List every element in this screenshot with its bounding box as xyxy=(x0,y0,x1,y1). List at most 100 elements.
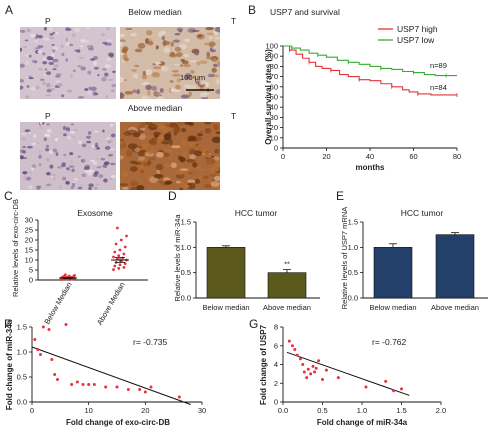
panel-d-letter: D xyxy=(168,189,177,203)
d-bar-1 xyxy=(267,272,307,299)
tissue-cell xyxy=(213,176,220,182)
f-point xyxy=(64,323,68,326)
tissue-cell xyxy=(176,52,183,58)
tissue-cell xyxy=(199,80,207,85)
tissue-cell xyxy=(70,123,74,126)
tissue-cell xyxy=(66,181,70,185)
tissue-cell xyxy=(139,164,145,170)
panel-f: F 0.0 0.5 1.0 1.5 0 10 20 30 Fold change of mi… xyxy=(4,317,206,427)
tissue-cell xyxy=(36,185,42,189)
tissue-cell xyxy=(108,154,114,157)
b-series xyxy=(283,45,458,97)
tissue-cell xyxy=(211,158,216,165)
tissue-cell xyxy=(103,161,110,166)
tissue-cell xyxy=(214,148,220,154)
tissue-cell xyxy=(22,176,28,180)
g-point xyxy=(311,364,315,368)
tissue-cell xyxy=(187,179,196,183)
tissue-cell xyxy=(208,41,216,48)
f-correlation: r= -0.735 xyxy=(133,337,168,347)
d-y-axis-label: Relative levels of miR-34a xyxy=(173,214,182,302)
tissue-cell xyxy=(48,150,53,154)
tissue-cell xyxy=(110,133,116,138)
e-y-axis-label: Relative levels of USP7 mRNA xyxy=(340,207,349,310)
tissue-cell xyxy=(80,66,86,71)
tissue-cell xyxy=(187,84,197,90)
c-point xyxy=(117,267,121,270)
b-y-tick-label: 40 xyxy=(270,103,278,112)
tissue-cell xyxy=(188,91,193,97)
cells-a2 xyxy=(120,27,220,99)
tissue-cell xyxy=(38,162,42,167)
g-y-tick-label: 4 xyxy=(274,360,278,369)
tissue-cell xyxy=(109,148,116,151)
tissue-cell xyxy=(203,183,212,189)
tissue-cell xyxy=(154,61,162,65)
f-y-tick-label: 0.0 xyxy=(17,398,27,407)
f-point xyxy=(70,383,74,386)
tissue-cell xyxy=(67,169,72,172)
tissue-cell xyxy=(145,84,152,91)
tissue-cell xyxy=(183,84,190,88)
tissue-cell xyxy=(20,85,24,90)
tissue-cell xyxy=(156,180,164,184)
tissue-cell xyxy=(94,187,98,190)
tissue-cell xyxy=(215,131,220,135)
tissue-cell xyxy=(70,73,73,78)
tissue-cell xyxy=(142,70,146,76)
tissue-cell xyxy=(27,171,33,174)
tissue-cell xyxy=(204,122,212,125)
tissue-cell xyxy=(24,129,31,133)
f-point xyxy=(138,388,142,391)
tissue-cell xyxy=(30,86,36,91)
tissue-cell xyxy=(74,178,78,181)
tissue-cell xyxy=(138,145,143,149)
tissue-cell xyxy=(46,56,53,60)
tissue-cell xyxy=(93,161,98,165)
tissue-cell xyxy=(198,168,207,172)
e-y-tick-label: 1.0 xyxy=(348,243,358,252)
tissue-cell xyxy=(40,78,45,81)
f-point xyxy=(177,395,181,399)
b-x-tick-label: 80 xyxy=(453,152,461,161)
tissue-cell xyxy=(105,95,109,98)
g-point xyxy=(321,378,324,381)
f-fit-line xyxy=(31,346,191,405)
tissue-cell xyxy=(50,87,55,91)
tissue-cell xyxy=(55,152,59,157)
d-y-tick-label: 0.0 xyxy=(181,294,191,303)
g-x-ticks: 0.0 0.5 1.0 1.5 2.0 xyxy=(278,402,446,415)
tissue-cell xyxy=(138,156,146,161)
tissue-cell xyxy=(68,43,74,46)
f-x-tick-label: 30 xyxy=(198,406,206,415)
tissue-cell xyxy=(79,45,84,48)
tissue-cell xyxy=(120,155,124,160)
tissue-cell xyxy=(110,89,115,93)
tissue-cell xyxy=(48,61,54,66)
tissue-cell xyxy=(105,27,110,31)
tissue-cell xyxy=(93,61,98,66)
tissue-cell xyxy=(97,74,100,77)
tissue-cell xyxy=(77,64,82,68)
tissue-cell xyxy=(132,74,137,78)
tissue-cell xyxy=(111,84,116,88)
tissue-cell xyxy=(189,154,197,160)
f-point xyxy=(143,390,147,394)
f-y-axis-label: Fold change of miR-34a xyxy=(5,319,14,410)
tissue-cell xyxy=(180,184,190,188)
d-y-tick-label: 1.5 xyxy=(181,218,191,227)
tissue-cell xyxy=(87,91,92,95)
c-point xyxy=(67,274,71,278)
tissue-cell xyxy=(120,76,125,83)
tissue-cell xyxy=(50,173,57,177)
tissue-cell xyxy=(154,92,161,95)
tissue-cell xyxy=(205,155,213,159)
tissue-cell xyxy=(74,27,80,33)
tissue-cell xyxy=(51,53,55,57)
tissue-cell xyxy=(24,39,29,42)
panel-d-title: HCC tumor xyxy=(235,208,278,218)
tissue-cell xyxy=(155,163,164,171)
tissue-cell xyxy=(181,60,189,65)
g-point xyxy=(313,370,317,374)
